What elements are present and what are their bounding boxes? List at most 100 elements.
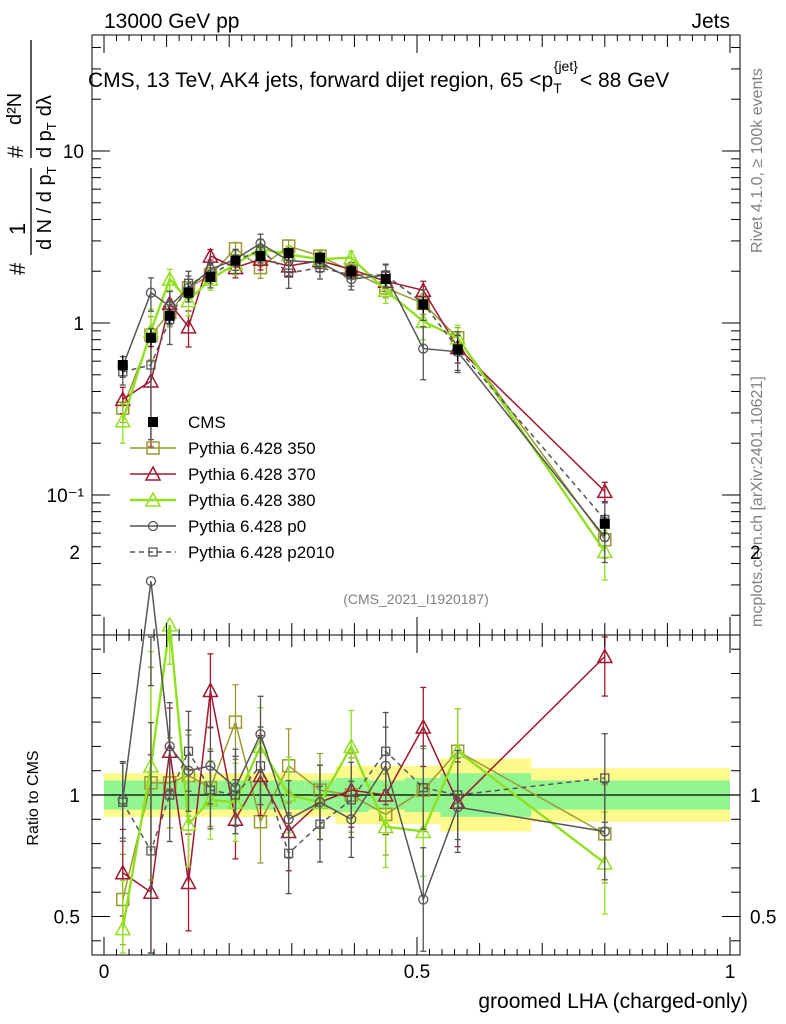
ratio-tick-label: 0.5	[54, 908, 80, 929]
cms-point	[380, 274, 391, 285]
cms-point	[145, 332, 156, 343]
ratio-point	[315, 819, 325, 829]
ratio-point	[180, 873, 197, 890]
legend-label-cms: CMS	[188, 413, 226, 432]
ratio-series-4	[118, 710, 610, 954]
ratio-point	[183, 746, 194, 756]
y-tick-label: 10	[63, 142, 84, 163]
cms-point	[314, 252, 325, 263]
svg-text:d N / d pT: d N / d pT	[34, 166, 59, 250]
legend-marker	[144, 465, 162, 481]
cms-point	[599, 518, 610, 529]
svg-text:d²N: d²N	[4, 93, 26, 125]
ratio-point	[418, 783, 428, 793]
ratio-point	[599, 826, 610, 837]
ratio-point	[418, 894, 429, 905]
data-point	[343, 249, 360, 265]
cms-point	[230, 255, 241, 266]
cms-point	[255, 251, 266, 262]
cms-point	[283, 248, 294, 259]
cms-point	[164, 310, 175, 321]
ratio-data-layer	[114, 576, 614, 954]
main-panel: 10⁻¹ 1 10 CMS, 13 TeV, AK4 jets, forward d…	[3, 34, 741, 636]
svg-text:d pTdλ: d pTdλ	[34, 95, 59, 158]
rivet-label: Rivet 4.1.0, ≥ 100k events	[749, 68, 766, 253]
mcplots-label: mcplots.cern.ch [arXiv:2401.10621]	[749, 376, 766, 627]
data-point	[145, 287, 157, 298]
ratio-tick-label: 2	[750, 543, 761, 564]
data-point	[596, 482, 614, 499]
ratio-point	[205, 785, 216, 795]
svg-text:1: 1	[5, 223, 30, 235]
ratio-point	[165, 790, 175, 800]
legend-marker	[144, 491, 162, 507]
ratio-point	[118, 797, 128, 807]
legend-marker	[147, 520, 159, 532]
ratio-point	[145, 576, 157, 587]
data-point	[114, 412, 132, 428]
legend-marker-cms	[148, 417, 158, 427]
legend-label: Pythia 6.428 p0	[188, 517, 306, 536]
cms-point	[205, 272, 216, 283]
ratio-series-line	[122, 655, 606, 894]
legend-marker	[148, 547, 158, 557]
y-tick-label: 1	[73, 314, 84, 335]
x-axis-ticks: 0 0.5 1	[99, 35, 735, 983]
legend-marker	[146, 441, 160, 455]
ratio-series-line	[122, 581, 605, 902]
ratio-series-3	[117, 576, 610, 952]
ratio-point	[114, 920, 132, 936]
ratio-point	[600, 773, 610, 783]
ratio-point	[202, 681, 219, 698]
data-point	[377, 281, 394, 298]
cms-point	[418, 299, 429, 310]
chart-title: CMS, 13 TeV, AK4 jets, forward dijet reg…	[88, 58, 669, 96]
ratio-point	[230, 790, 241, 800]
data-point	[418, 343, 429, 354]
data-point	[146, 360, 156, 370]
analysis-id: (CMS_2021_I1920187)	[343, 591, 489, 607]
ratio-axis-ticks: 0.5 0.5 1 1 2 2	[54, 543, 776, 942]
data-point	[180, 318, 197, 334]
legend: CMS Pythia 6.428 350 Pythia 6.428 370 Pythi…	[130, 413, 335, 562]
cms-point	[117, 359, 128, 370]
ratio-y-label: Ratio to CMS	[25, 750, 42, 845]
ratio-point	[114, 864, 132, 880]
ratio-series-line	[121, 624, 606, 929]
ratio-point	[180, 815, 197, 831]
ratio-point	[377, 818, 394, 834]
cms-point	[346, 266, 357, 277]
ratio-point	[284, 848, 294, 858]
svg-text:#: #	[5, 262, 30, 275]
x-axis-label: groomed LHA (charged-only)	[478, 990, 748, 1013]
main-data-layer	[114, 233, 614, 581]
ratio-tick-label: 1	[750, 786, 761, 807]
ratio-point	[146, 846, 156, 856]
ratio-point	[415, 718, 432, 734]
ratio-panel: 0.5 0.5 1 1 2 2 Ratio to CMS	[25, 543, 776, 956]
ratio-point	[346, 795, 356, 805]
legend-label: Pythia 6.428 350	[188, 439, 316, 458]
legend-label: Pythia 6.428 p2010	[188, 543, 335, 562]
data-point	[161, 270, 178, 286]
ratio-point	[596, 647, 614, 664]
x-tick-label: 0.5	[404, 962, 430, 983]
main-axis-ticks: 10⁻¹ 1 10	[47, 46, 740, 616]
ratio-point	[415, 822, 432, 839]
category-label: Jets	[691, 10, 730, 33]
svg-text:#: #	[3, 145, 28, 158]
ratio-tick-label: 0.5	[750, 908, 776, 929]
ratio-tick-label: 1	[69, 786, 80, 807]
cms-point	[452, 344, 463, 355]
ratio-point	[343, 737, 360, 754]
ratio-point	[255, 761, 266, 771]
y-tick-label: 10⁻¹	[47, 486, 85, 507]
ratio-point	[453, 790, 463, 800]
ratio-point	[381, 746, 391, 756]
ratio-tick-label: 2	[69, 543, 80, 564]
y-axis-label: # 1 d N / d pT # d²N d pTdλ	[3, 40, 59, 275]
cms-data	[117, 247, 610, 536]
legend-label: Pythia 6.428 370	[188, 465, 316, 484]
x-tick-label: 0	[99, 962, 110, 983]
